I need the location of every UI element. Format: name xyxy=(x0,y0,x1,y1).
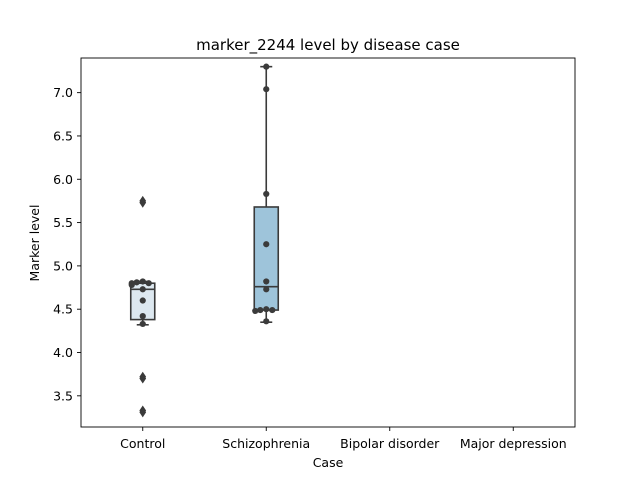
y-tick-label: 6.5 xyxy=(53,128,73,143)
data-point xyxy=(139,297,146,304)
data-point xyxy=(263,63,270,70)
outlier-marker xyxy=(139,373,147,384)
data-point xyxy=(133,279,140,286)
y-tick-label: 7.0 xyxy=(53,85,73,100)
x-tick-label: Major depression xyxy=(460,436,567,451)
data-point xyxy=(263,190,270,198)
data-point xyxy=(263,318,270,325)
data-point xyxy=(263,306,270,313)
data-point xyxy=(263,286,270,293)
data-point xyxy=(257,306,264,314)
box-body xyxy=(253,206,280,311)
data-point xyxy=(139,313,146,320)
outlier-marker xyxy=(139,197,147,208)
x-tick-label: Control xyxy=(120,436,165,451)
x-axis-label: Case xyxy=(313,455,344,470)
data-point xyxy=(263,278,270,285)
outlier-marker xyxy=(139,407,147,418)
y-tick-label: 6.0 xyxy=(53,172,73,187)
y-tick-label: 3.5 xyxy=(53,388,73,403)
data-point xyxy=(145,280,152,287)
data-point xyxy=(128,281,135,289)
data-point xyxy=(252,307,259,315)
data-point xyxy=(139,320,146,328)
y-tick-label: 5.0 xyxy=(53,258,73,273)
y-tick-label: 5.5 xyxy=(53,215,73,230)
plot-area: 3.5 4.0 4.5 5.0 5.5 6.0 6.5 7.0 Control Schizophr… xyxy=(53,57,576,451)
data-point xyxy=(263,241,270,248)
chart-title: marker_2244 level by disease case xyxy=(196,36,460,55)
y-tick-label: 4.5 xyxy=(53,302,73,317)
plot-frame xyxy=(80,57,576,428)
data-point xyxy=(139,286,146,293)
y-axis-label: Marker level xyxy=(27,205,42,282)
data-point xyxy=(139,278,146,285)
y-tick-label: 4.0 xyxy=(53,345,73,360)
x-tick-label: Bipolar disorder xyxy=(340,436,440,451)
x-tick-label: Schizophrenia xyxy=(222,436,310,451)
data-point xyxy=(269,306,276,314)
data-point xyxy=(263,86,270,93)
